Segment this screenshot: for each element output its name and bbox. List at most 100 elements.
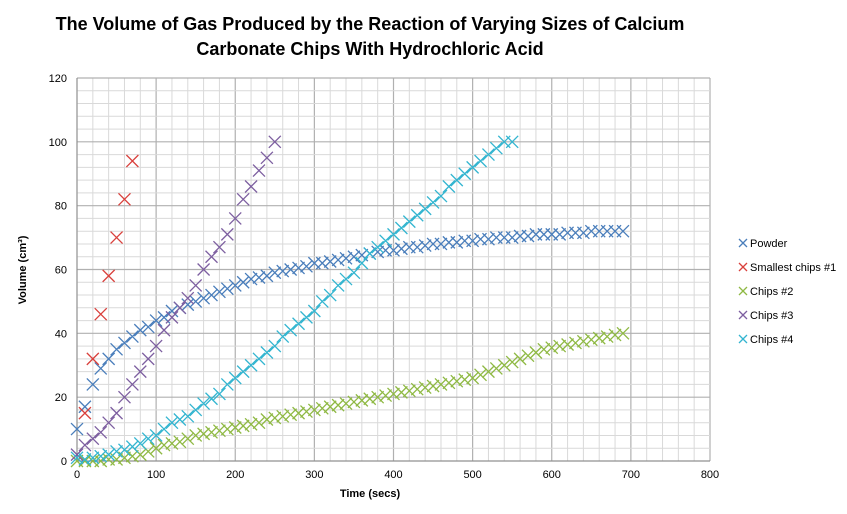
data-point	[410, 240, 424, 254]
data-point	[228, 278, 242, 292]
data-point	[118, 336, 131, 350]
data-point	[481, 232, 495, 246]
data-point	[78, 438, 92, 452]
data-point	[434, 237, 448, 251]
data-point	[125, 449, 139, 463]
legend: Powder Smallest chips #1 Chips #2 Chips #3 C…	[738, 238, 836, 346]
data-point	[205, 425, 218, 439]
data-point	[197, 263, 211, 276]
data-point	[110, 342, 124, 356]
data-point	[442, 180, 456, 193]
y-tick-label: 20	[55, 392, 67, 404]
y-tick-label: 0	[61, 456, 67, 468]
data-point	[347, 395, 361, 409]
data-point	[426, 196, 440, 209]
data-point	[489, 361, 503, 375]
grid	[76, 77, 711, 462]
data-point	[125, 330, 139, 343]
data-point	[94, 307, 108, 321]
data-point	[434, 189, 448, 203]
data-point	[181, 432, 195, 446]
data-point	[110, 231, 124, 245]
data-point	[236, 419, 250, 433]
data-point	[616, 326, 630, 340]
data-point	[102, 416, 116, 430]
data-point	[197, 427, 211, 441]
y-tick-label: 40	[55, 328, 67, 340]
data-point	[212, 240, 226, 254]
data-point	[78, 400, 92, 414]
data-point	[592, 331, 606, 345]
data-point	[205, 250, 218, 264]
data-point	[205, 288, 218, 302]
data-point	[323, 288, 337, 302]
series-chips-3	[70, 135, 282, 462]
series-chips-4	[70, 135, 519, 466]
data-point	[418, 381, 432, 395]
data-point	[102, 269, 116, 283]
data-point	[347, 250, 361, 264]
x-tick-label: 500	[463, 469, 481, 481]
data-point	[94, 449, 108, 463]
data-point	[133, 365, 147, 379]
data-point	[576, 226, 590, 240]
data-point	[165, 436, 179, 450]
data-point	[474, 154, 487, 168]
data-point	[149, 429, 163, 442]
data-point	[260, 413, 274, 426]
data-point	[600, 330, 614, 343]
data-point	[149, 339, 163, 353]
data-point	[307, 403, 321, 417]
data-point	[387, 227, 400, 241]
data-point	[331, 398, 345, 412]
data-point	[553, 339, 567, 353]
data-point	[260, 269, 274, 283]
y-tick-label: 60	[55, 265, 67, 277]
data-point	[189, 294, 203, 308]
x-tick-label: 200	[226, 469, 244, 481]
data-point	[331, 278, 345, 292]
data-point	[402, 215, 416, 229]
data-point	[86, 451, 100, 465]
data-point	[220, 377, 234, 391]
data-point	[315, 294, 329, 308]
data-point	[394, 242, 408, 256]
data-point	[157, 323, 171, 337]
data-point	[410, 208, 424, 222]
data-point	[189, 278, 203, 292]
data-point	[220, 422, 234, 436]
data-point	[260, 151, 274, 165]
data-point	[497, 358, 511, 372]
x-tick-label: 100	[147, 469, 165, 481]
series-chips-2	[70, 326, 630, 468]
data-point	[339, 251, 353, 265]
legend-marker	[738, 286, 748, 296]
data-point	[228, 211, 242, 225]
data-point	[244, 358, 258, 372]
tick-labels: 0 100 200 300 400 500 600 700 800 0 20 40 60 80 100 120	[49, 73, 720, 481]
data-point	[355, 393, 369, 407]
data-point	[252, 352, 266, 366]
data-point	[212, 285, 226, 299]
data-point	[300, 405, 313, 418]
data-point	[442, 376, 456, 390]
data-point	[141, 352, 155, 366]
data-point	[252, 416, 266, 430]
data-point	[276, 264, 290, 278]
y-axis-label: Volume (cm³)	[17, 235, 29, 304]
data-point	[78, 406, 92, 420]
data-point	[292, 317, 306, 331]
y-tick-label: 80	[55, 201, 67, 213]
data-point	[410, 382, 424, 396]
data-point	[521, 349, 535, 363]
data-point	[110, 444, 124, 458]
data-point	[394, 385, 408, 399]
legend-marker	[738, 334, 748, 344]
data-point	[608, 328, 622, 342]
data-point	[371, 245, 385, 259]
data-point	[149, 314, 163, 328]
data-point	[426, 379, 440, 393]
data-point	[212, 387, 226, 401]
data-point	[212, 424, 226, 438]
legend-label: Chips #4	[750, 334, 793, 346]
